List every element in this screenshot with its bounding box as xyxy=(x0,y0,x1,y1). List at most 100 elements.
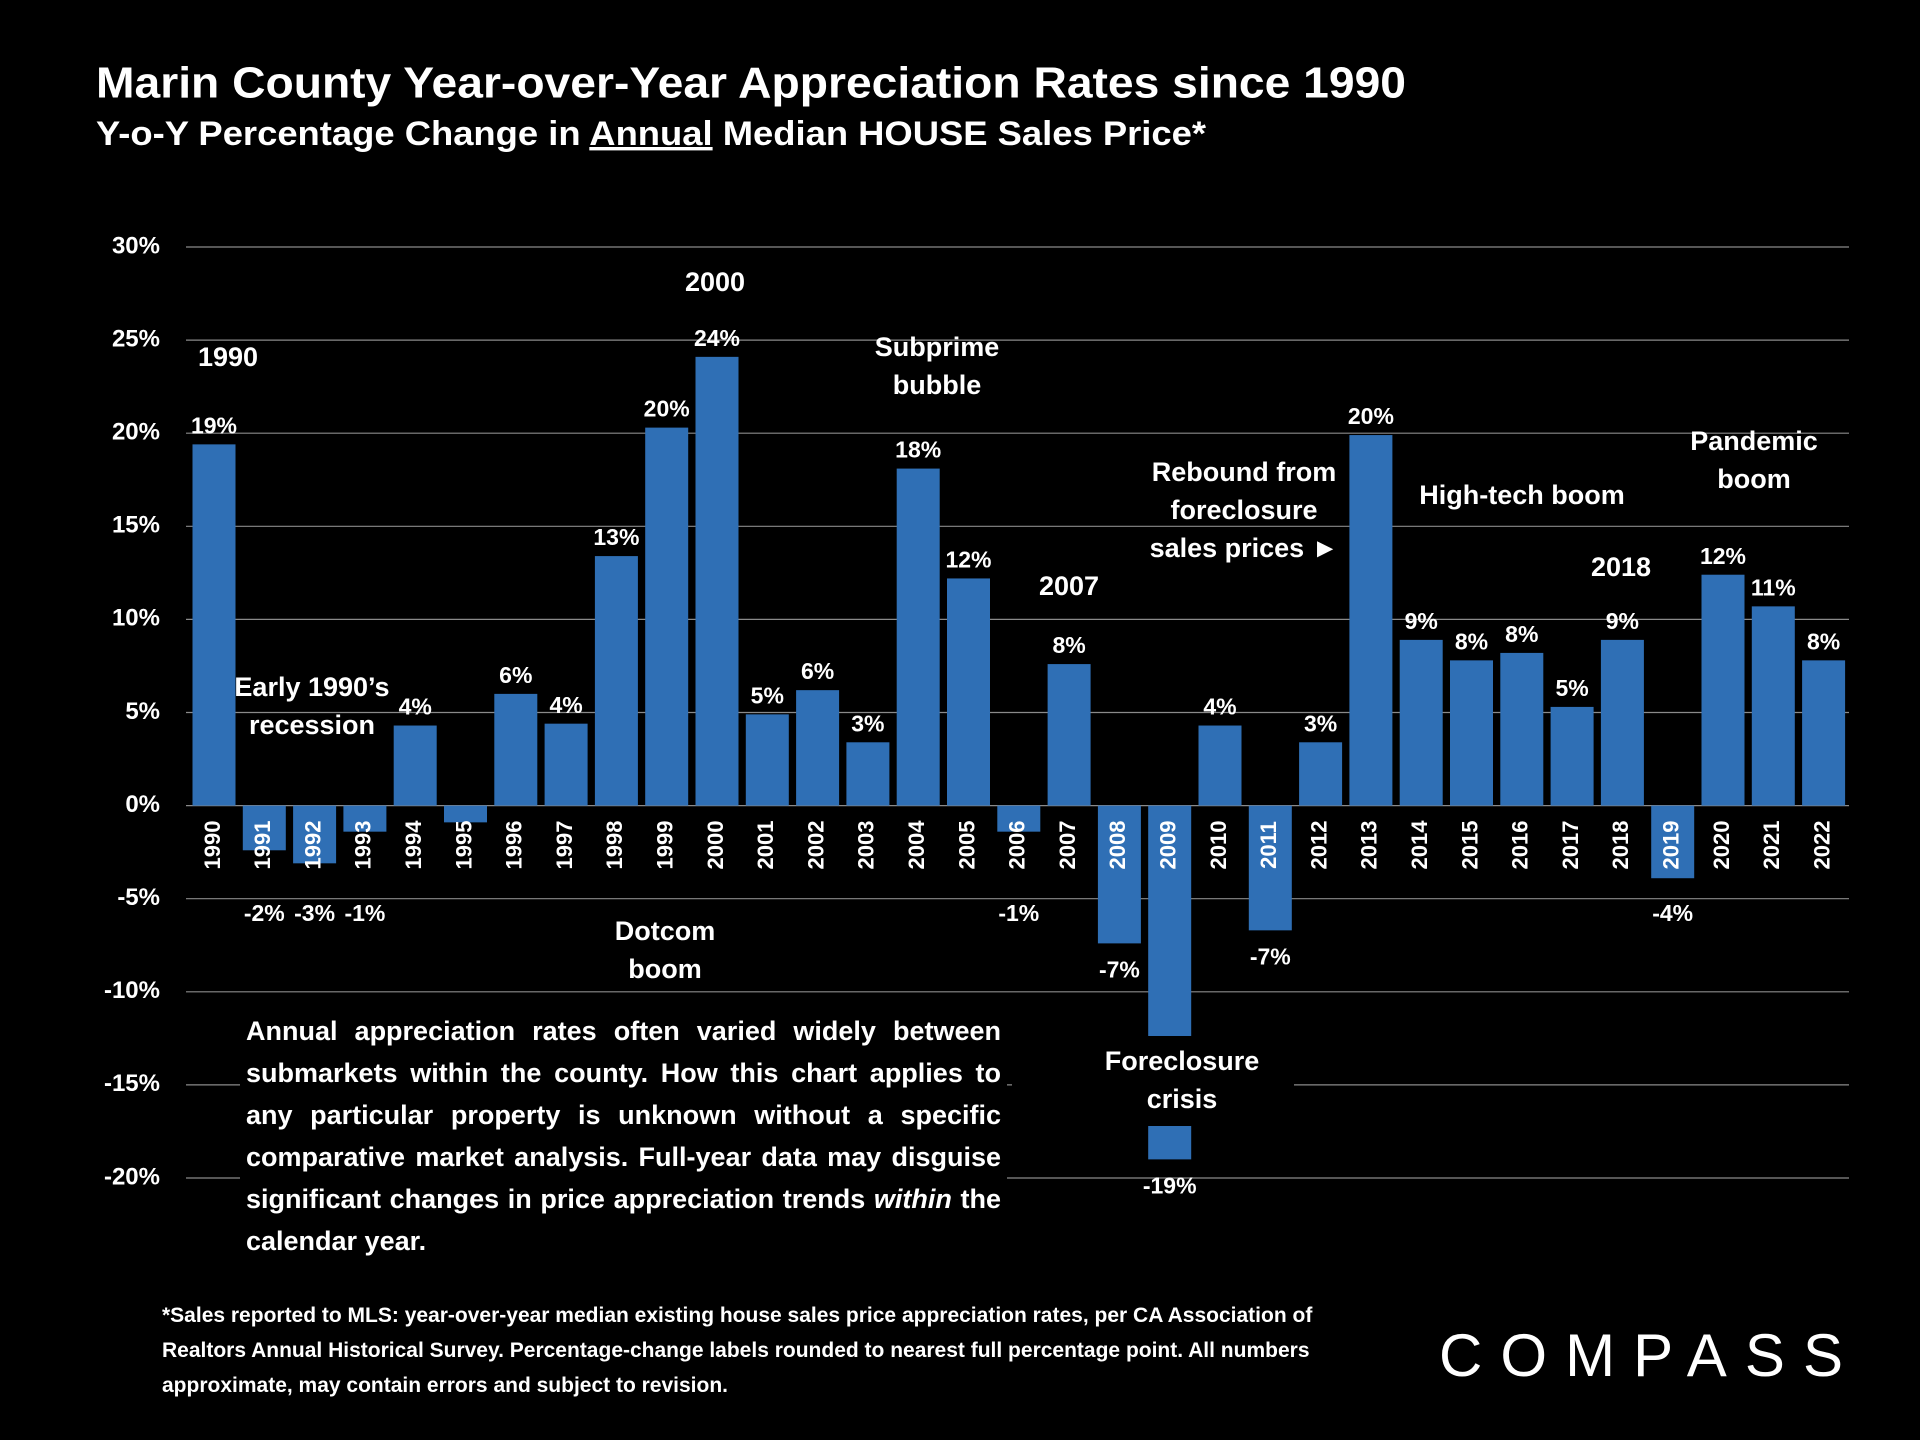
bar xyxy=(1802,660,1846,806)
bar xyxy=(796,690,840,806)
x-tick-label: 1992 xyxy=(300,821,325,870)
annotation: Foreclosure xyxy=(1105,1046,1260,1076)
x-tick-label: 2009 xyxy=(1156,821,1181,870)
bar xyxy=(494,693,538,806)
bar xyxy=(192,444,236,806)
x-tick-label: 1998 xyxy=(602,821,627,870)
annotation: 2018 xyxy=(1591,552,1651,582)
x-tick-label: 2014 xyxy=(1407,820,1432,870)
x-tick-label: 1997 xyxy=(552,821,577,870)
bar xyxy=(645,427,689,806)
bar xyxy=(745,714,789,806)
logo: COMPASS xyxy=(1439,1322,1843,1389)
note-part: Annual appreciation rates often varied w… xyxy=(246,1016,1001,1214)
bar xyxy=(1097,805,1141,944)
note-part: the calendar year. xyxy=(246,1184,1001,1256)
annotation: crisis xyxy=(1147,1084,1218,1114)
value-label: 4% xyxy=(399,694,432,720)
annotation: boom xyxy=(628,954,702,984)
x-tick-label: 2002 xyxy=(803,821,828,870)
value-label: 8% xyxy=(1455,628,1488,654)
annotation: High-tech boom xyxy=(1419,480,1624,510)
x-tick-label: 2004 xyxy=(904,820,929,870)
value-label: 20% xyxy=(1348,403,1394,429)
y-tick-label: 10% xyxy=(112,605,160,632)
y-tick-label: 0% xyxy=(125,791,160,818)
value-label: 11% xyxy=(1751,574,1796,600)
value-label: 5% xyxy=(1555,675,1588,701)
x-tick-label: 2008 xyxy=(1105,821,1130,870)
value-label: 3% xyxy=(851,710,884,736)
bar xyxy=(594,556,638,806)
annotation: boom xyxy=(1717,464,1791,494)
bar xyxy=(343,805,387,832)
bar xyxy=(1198,725,1242,806)
value-label: 9% xyxy=(1606,608,1639,634)
bar xyxy=(896,468,940,806)
x-tick-label: 2012 xyxy=(1306,821,1331,870)
x-tick-label: 2011 xyxy=(1256,821,1281,869)
x-tick-label: 2016 xyxy=(1508,821,1533,870)
bar xyxy=(1248,805,1292,931)
x-tick-label: 2007 xyxy=(1055,821,1080,870)
x-tick-label: 2010 xyxy=(1206,821,1231,870)
value-label: 12% xyxy=(945,547,991,573)
x-tick-label: 2005 xyxy=(954,821,979,870)
value-label: 20% xyxy=(644,396,690,422)
bar xyxy=(1450,660,1493,806)
bar xyxy=(544,723,588,806)
bar xyxy=(1701,574,1745,806)
value-label: 9% xyxy=(1405,608,1438,634)
x-tick-label: 1991 xyxy=(250,821,275,870)
bar xyxy=(1299,742,1343,806)
annotation: sales prices ► xyxy=(1150,533,1339,563)
bar xyxy=(1500,652,1544,806)
x-tick-label: 1993 xyxy=(351,821,376,870)
annotation: 2000 xyxy=(685,267,745,297)
value-label: -7% xyxy=(1099,956,1140,982)
x-tick-label: 1999 xyxy=(653,821,678,870)
annotation: bubble xyxy=(893,370,982,400)
bar xyxy=(997,805,1041,832)
bar xyxy=(1600,639,1644,806)
value-label: 6% xyxy=(499,662,532,688)
x-tick-label: 1990 xyxy=(200,821,225,870)
value-label: 8% xyxy=(1807,628,1840,654)
x-tick-label: 2022 xyxy=(1809,821,1834,870)
value-label: 12% xyxy=(1700,543,1746,569)
x-tick-label: 2017 xyxy=(1558,821,1583,870)
value-label: 6% xyxy=(801,658,834,684)
note-part: within xyxy=(873,1184,952,1214)
bar xyxy=(293,805,337,864)
chart-subtitle: Y-o-Y Percentage Change in Annual Median… xyxy=(96,115,1207,153)
subtitle-part: Median HOUSE Sales Price* xyxy=(713,115,1207,153)
value-label: -1% xyxy=(998,900,1039,926)
bar xyxy=(1349,435,1393,806)
bar xyxy=(1550,706,1594,806)
y-tick-label: -15% xyxy=(104,1070,160,1097)
subtitle-part: Y-o-Y Percentage Change in xyxy=(96,115,589,153)
y-tick-label: -10% xyxy=(104,977,160,1004)
x-tick-label: 2018 xyxy=(1608,821,1633,870)
y-tick-label: 20% xyxy=(112,419,160,446)
x-tick-label: 2000 xyxy=(703,821,728,870)
annotation: Early 1990’s xyxy=(234,672,389,702)
chart-title: Marin County Year-over-Year Appreciation… xyxy=(96,59,1406,108)
value-label: -19% xyxy=(1143,1172,1197,1198)
value-label: 4% xyxy=(1203,694,1236,720)
value-label: 13% xyxy=(593,524,639,550)
bar xyxy=(1047,664,1091,806)
bar xyxy=(695,356,739,806)
value-label: 8% xyxy=(1505,621,1538,647)
x-tick-label: 2013 xyxy=(1357,821,1382,870)
x-tick-label: 2006 xyxy=(1005,821,1030,870)
value-label: 8% xyxy=(1052,632,1085,658)
value-label: -4% xyxy=(1652,900,1693,926)
y-tick-label: 25% xyxy=(112,325,160,352)
annotation: foreclosure xyxy=(1170,495,1317,525)
bar xyxy=(1751,606,1795,806)
annotation: 1990 xyxy=(198,342,258,372)
bar xyxy=(242,805,286,851)
